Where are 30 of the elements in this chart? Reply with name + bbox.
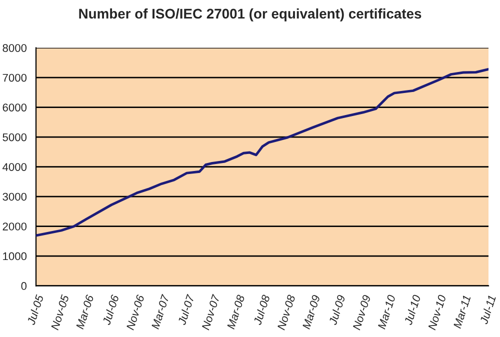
y-tick-label: 0 (21, 282, 27, 290)
y-tick-label: 3000 (2, 192, 27, 201)
y-tick-label: 6000 (2, 104, 27, 112)
y-tick-label: 8000 (2, 44, 27, 52)
x-tick-label: Mar-10 (377, 294, 396, 330)
x-tick-label: Mar-08 (226, 294, 245, 330)
y-tick-label: 1000 (3, 252, 27, 260)
x-tick-label: Jul-05 (26, 294, 44, 326)
x-tick-label: Nov-06 (126, 294, 145, 330)
x-tick-label: Jul-09 (328, 294, 346, 326)
x-tick-label: Nov-05 (50, 294, 70, 330)
x-tick-label: Jul-11 (479, 295, 496, 325)
x-tick-label: Nov-07 (201, 294, 220, 330)
y-tick-label: 5000 (2, 133, 27, 142)
x-tick-label: Jul-06 (102, 294, 120, 326)
y-tick-label: 2000 (2, 222, 27, 230)
x-tick-label: Nov-08 (277, 294, 296, 330)
x-tick-label: Jul-07 (177, 294, 195, 326)
x-tick-label: Jul-08 (252, 294, 270, 326)
x-tick-label: Jul-10 (404, 294, 421, 326)
line-series (36, 68, 488, 237)
x-tick-label: Mar-09 (302, 294, 320, 330)
x-tick-label: Nov-09 (352, 294, 371, 330)
x-tick-label: Nov-10 (428, 294, 446, 330)
chart-title: Number of ISO/IEC 27001 (or equivalent) certificates (79, 8, 422, 22)
y-tick-label: 7000 (2, 74, 27, 82)
x-tick-label: Mar-11 (453, 295, 471, 329)
x-tick-label: Mar-06 (76, 294, 94, 330)
y-tick-label: 4000 (2, 163, 27, 171)
x-tick-label: Mar-07 (151, 294, 170, 330)
